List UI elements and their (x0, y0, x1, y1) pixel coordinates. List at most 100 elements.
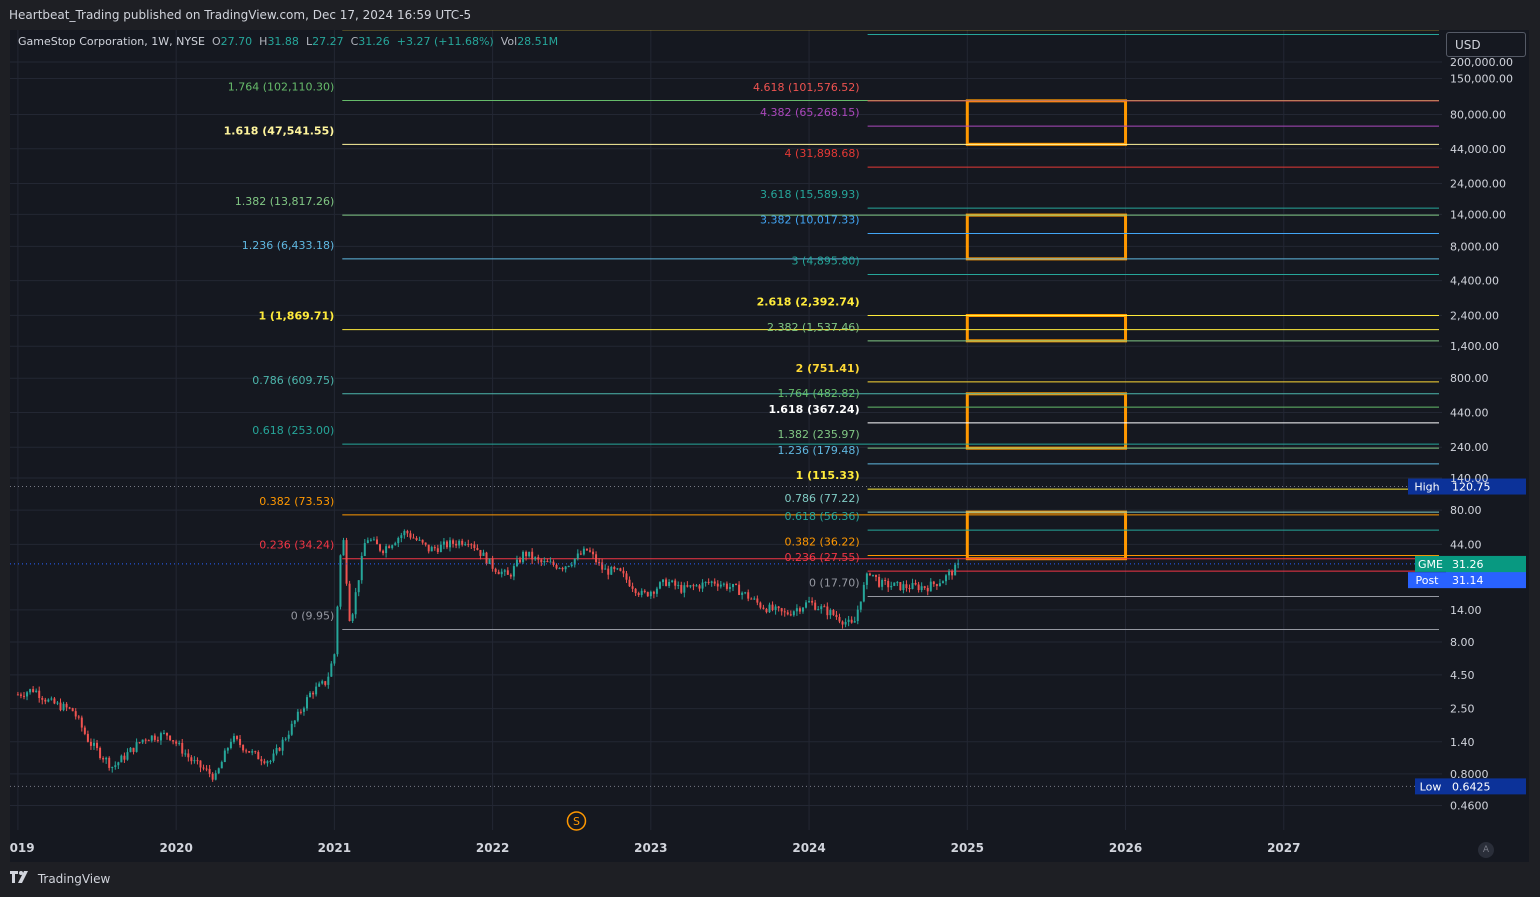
candle-body (418, 539, 421, 541)
split-event-label: S (573, 815, 580, 828)
candle-body (789, 614, 792, 616)
candle-body (899, 582, 902, 591)
candle-body (436, 548, 439, 552)
fib-right-level-label: 2.382 (1,537.46) (767, 321, 860, 334)
candle-body (579, 553, 582, 555)
candle-body (220, 762, 223, 769)
candle-body (954, 564, 957, 576)
legend-low-label: L (305, 35, 313, 48)
candle-body (336, 606, 339, 655)
candle-body (153, 735, 156, 740)
fib-right-level-label: 1.236 (179.48) (778, 444, 860, 457)
target-zone-box (965, 510, 1128, 561)
candle-body (722, 583, 725, 585)
candle-body (35, 690, 38, 692)
candle-body (476, 548, 479, 550)
candle-body (911, 582, 914, 589)
currency-button[interactable]: USD (1446, 32, 1526, 57)
candle-body (412, 537, 415, 539)
candle-body (595, 554, 598, 563)
candle-body (464, 544, 467, 546)
candle-body (814, 602, 817, 610)
candle-body (625, 573, 628, 580)
y-tick-label: 200,000.00 (1450, 56, 1513, 69)
chart-panel[interactable]: GameStop Corporation, 1W, NYSE O27.70 H3… (10, 30, 1529, 862)
candle-body (707, 581, 710, 583)
candle-body (382, 550, 385, 554)
candle-body (677, 584, 680, 586)
fib-left-level-label: 1 (1,869.71) (258, 310, 334, 323)
candle-body (616, 568, 619, 570)
candle-body (50, 698, 53, 700)
candle-body (65, 703, 68, 708)
candle-body (251, 751, 254, 753)
y-tick-label: 44.00 (1450, 538, 1482, 551)
fib-right-level-label: 3.618 (15,589.93) (760, 188, 860, 201)
legend-symbol[interactable]: GameStop Corporation, 1W, NYSE (18, 35, 205, 48)
candle-body (41, 698, 44, 700)
candle-body (442, 541, 445, 545)
candle-body (531, 551, 534, 560)
candle-body (458, 540, 461, 546)
price-value-label: 120.75 (1452, 481, 1491, 494)
candle-body (570, 564, 573, 566)
candle-body (808, 600, 811, 603)
fib-right-level-label: 0.382 (36.22) (785, 535, 860, 548)
price-value-label: 0.6425 (1452, 780, 1491, 793)
candle-body (917, 584, 920, 591)
candle-body (929, 581, 932, 592)
candle-body (439, 544, 442, 552)
candle-body (114, 765, 117, 767)
y-tick-label: 24,000.00 (1450, 177, 1506, 190)
candle-body (309, 692, 312, 698)
symbol-legend: GameStop Corporation, 1W, NYSE O27.70 H3… (18, 35, 558, 48)
candle-body (211, 773, 214, 780)
candle-body (166, 732, 169, 736)
candle-body (32, 689, 35, 692)
candle-body (765, 608, 768, 613)
candle-body (534, 557, 537, 560)
candle-body (287, 734, 290, 739)
candle-body (738, 584, 741, 595)
candle-body (665, 579, 668, 586)
candle-body (22, 695, 25, 697)
price-tag-label: High (1414, 481, 1439, 494)
candle-body (360, 556, 363, 581)
candle-body (409, 533, 412, 538)
candle-body (811, 600, 814, 603)
candle-body (452, 540, 455, 544)
fib-left-level-label: 0 (9.95) (291, 609, 335, 622)
candle-body (232, 736, 235, 742)
candle-body (318, 683, 321, 687)
candle-body (281, 739, 284, 751)
candle-body (312, 692, 315, 695)
candle-body (826, 606, 829, 616)
candle-body (585, 548, 588, 551)
candle-body (744, 592, 747, 594)
candle-body (658, 582, 661, 589)
candle-body (388, 546, 391, 549)
candle-body (430, 547, 433, 552)
y-tick-label: 80.00 (1450, 504, 1482, 517)
candle-body (875, 574, 878, 577)
auto-scale-button[interactable]: A (1478, 842, 1494, 858)
candle-body (540, 559, 543, 563)
candle-body (272, 753, 275, 761)
candle-body (506, 570, 509, 575)
candle-body (832, 610, 835, 615)
candle-body (868, 573, 871, 576)
fib-right-level-label: 1 (115.33) (796, 469, 860, 482)
candle-body (205, 768, 208, 770)
candle-body (686, 585, 689, 587)
fib-right-level-label: 3.382 (10,017.33) (760, 214, 860, 227)
price-tag-bg (1408, 572, 1446, 589)
price-tag-bg (1415, 778, 1446, 795)
candle-body (184, 753, 187, 755)
candle-body (674, 580, 677, 586)
candle-body (321, 681, 324, 684)
candle-body (366, 540, 369, 544)
candle-body (135, 742, 138, 752)
price-chart[interactable]: 0 (9.95) 0.236 (34.24) 0.382 (73.53) 0.618 … (10, 30, 1529, 862)
price-tag-label: GME (1418, 558, 1443, 571)
y-tick-label: 0.8000 (1450, 768, 1489, 781)
